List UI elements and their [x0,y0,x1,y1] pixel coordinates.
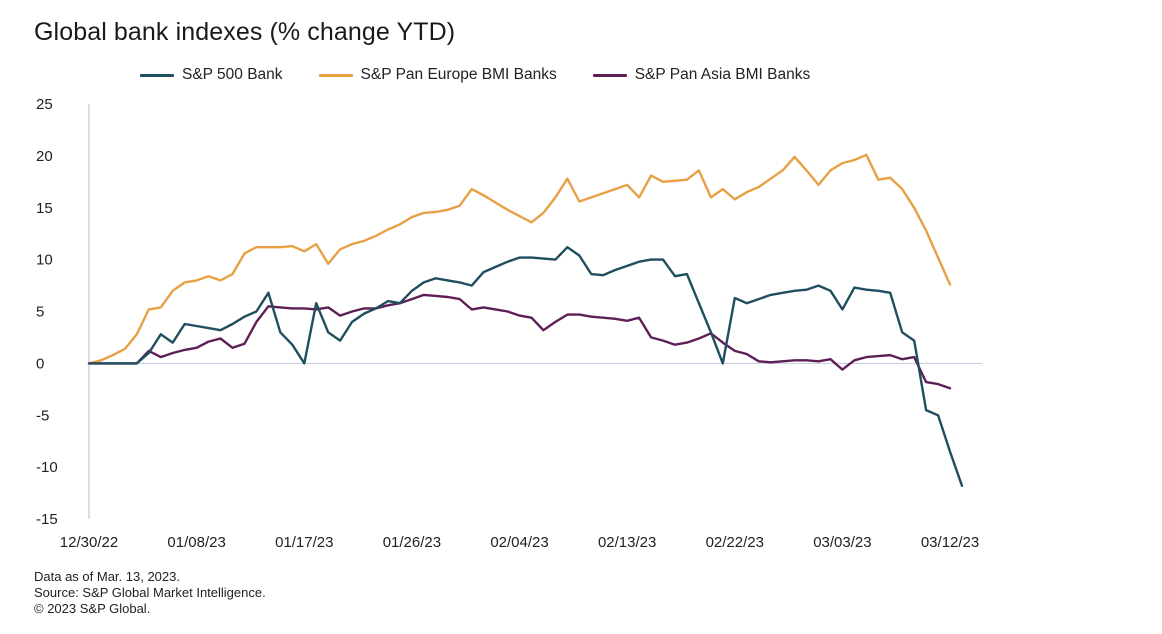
chart-title: Global bank indexes (% change YTD) [34,18,456,46]
y-tick-label: 25 [36,96,53,113]
x-tick-label: 02/13/23 [598,534,656,551]
legend-item-pan-europe: S&P Pan Europe BMI Banks [318,66,557,84]
x-tick-label: 02/22/23 [706,534,764,551]
x-tick-label: 03/03/23 [813,534,871,551]
legend-item-sp500-bank: S&P 500 Bank [140,66,283,84]
x-tick-label: 01/08/23 [167,534,225,551]
copyright-note: © 2023 S&P Global. [34,601,151,616]
series-line-2 [87,293,952,390]
y-tick-label: 5 [36,304,44,321]
series-line-1 [87,153,952,365]
legend-item-pan-asia: S&P Pan Asia BMI Banks [592,66,811,84]
series-line-0 [87,246,964,487]
y-tick-label: 20 [36,148,53,165]
y-tick-label: 0 [36,355,44,372]
x-tick-label: 02/04/23 [490,534,548,551]
legend-label-pan-asia: S&P Pan Asia BMI Banks [634,66,811,83]
legend-label-pan-europe: S&P Pan Europe BMI Banks [360,66,557,83]
y-tick-label: -5 [36,407,49,424]
x-tick-label: 03/12/23 [921,534,979,551]
x-tick-label: 01/17/23 [275,534,333,551]
legend-swatch-pan-europe [318,73,353,77]
data-date-note: Data as of Mar. 13, 2023. [34,569,180,584]
legend-label-sp500-bank: S&P 500 Bank [182,66,283,83]
y-tick-label: -10 [36,459,58,476]
source-note: Source: S&P Global Market Intelligence. [34,585,266,600]
legend-swatch-sp500-bank [140,73,174,77]
x-tick-label: 01/26/23 [383,534,441,551]
legend-swatch-pan-asia [592,73,627,77]
y-tick-label: -15 [36,511,58,528]
y-tick-label: 10 [36,252,53,269]
y-tick-label: 15 [36,200,53,217]
chart-legend: S&P 500 Bank S&P Pan Europe BMI Banks S&… [140,66,846,84]
x-tick-label: 12/30/22 [60,534,118,551]
chart-footer: Data as of Mar. 13, 2023. Source: S&P Gl… [34,569,266,617]
